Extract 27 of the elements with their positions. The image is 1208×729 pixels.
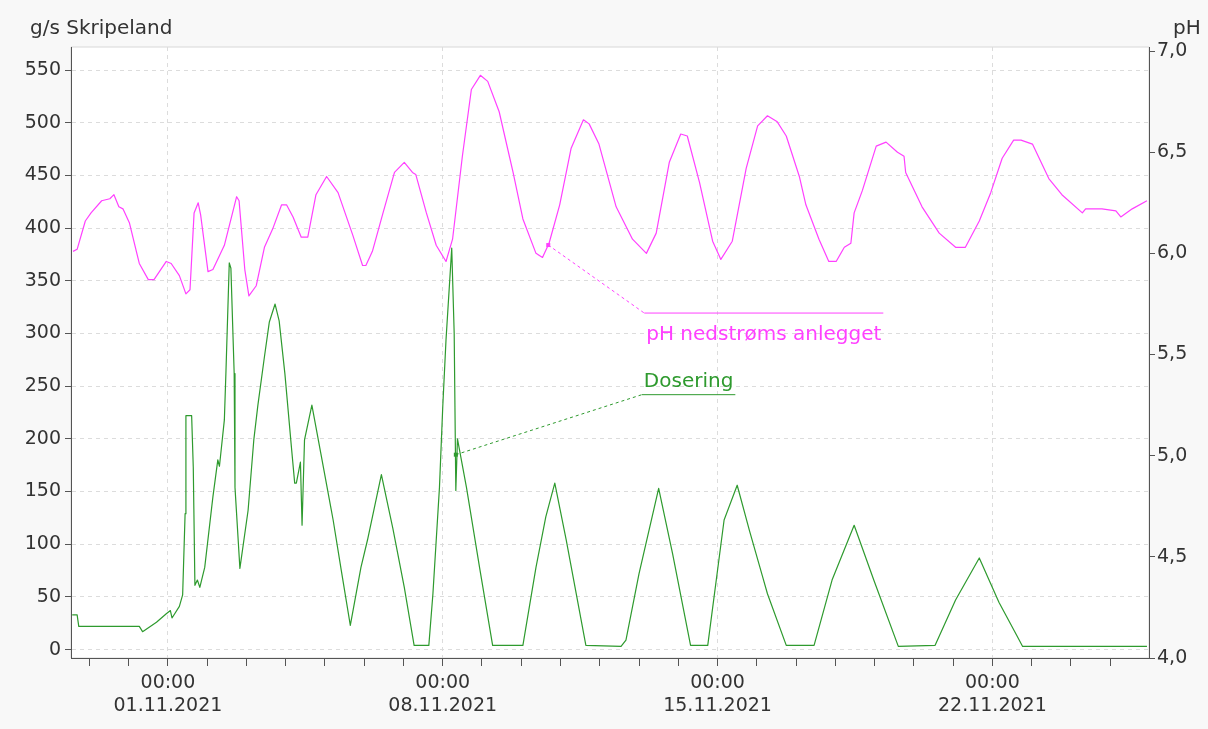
y-tick-label: 50 [36, 583, 61, 606]
y-tick-label: 350 [24, 267, 61, 290]
y-tick-label: 550 [24, 57, 61, 80]
y2-tick-label: 4,0 [1157, 644, 1188, 667]
y-tick-label: 100 [24, 531, 61, 554]
y2-tick-label: 4,5 [1157, 543, 1188, 566]
y2-tick-label: 7,0 [1157, 37, 1188, 60]
y-tick-label: 450 [24, 162, 61, 185]
x-tick-label: 00:00 01.11.2021 [113, 670, 223, 716]
y2-tick-label: 5,0 [1157, 442, 1188, 465]
y-tick-label: 300 [24, 320, 61, 343]
y-tick-label: 150 [24, 478, 61, 501]
y-axis-title: g/s Skripeland [30, 15, 173, 39]
y-tick-label: 500 [24, 109, 61, 132]
y2-axis-title: pH [1173, 15, 1201, 39]
y-tick-label: 0 [48, 636, 61, 659]
y-tick-label: 400 [24, 215, 61, 238]
annotation: pH nedstrøms anlegget [646, 321, 882, 346]
annotation: Dosering [643, 367, 734, 392]
y2-tick-label: 5,5 [1157, 341, 1188, 364]
y2-tick-label: 6,5 [1157, 139, 1188, 162]
x-tick-label: 00:00 08.11.2021 [388, 670, 498, 716]
y-tick-label: 200 [24, 425, 61, 448]
y2-tick-label: 6,0 [1157, 240, 1188, 263]
y-tick-label: 250 [24, 373, 61, 396]
x-tick-label: 00:00 15.11.2021 [663, 670, 772, 716]
x-tick-label: 00:00 22.11.2021 [937, 670, 1047, 716]
